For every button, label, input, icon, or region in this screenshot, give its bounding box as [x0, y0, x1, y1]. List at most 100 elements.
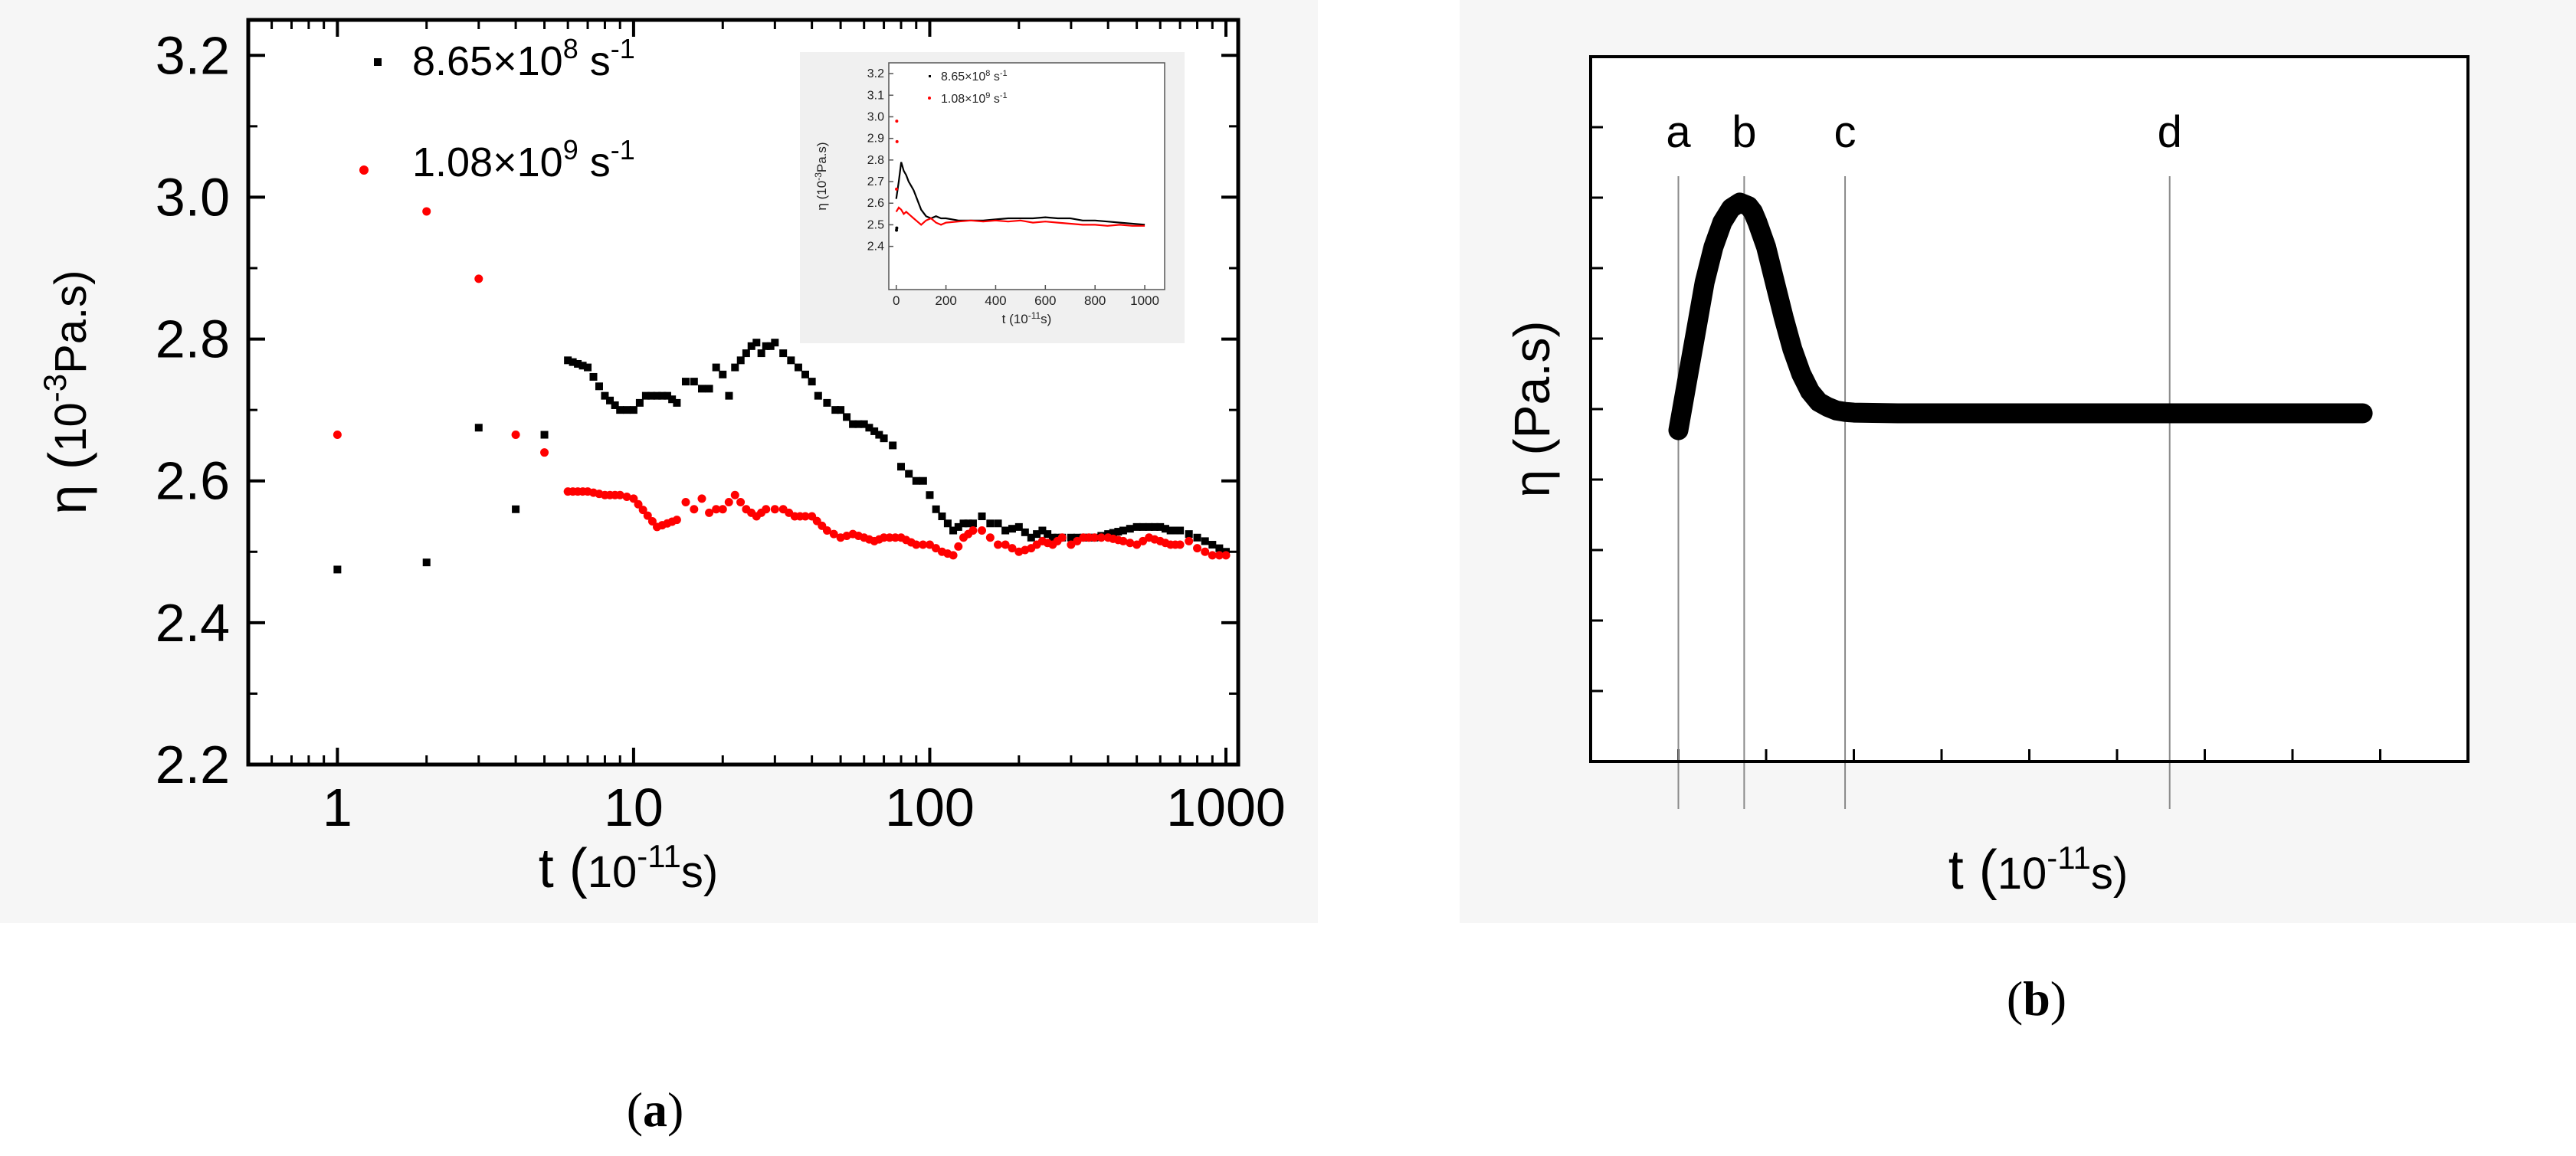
- data-point: [801, 370, 810, 378]
- data-point: [540, 448, 549, 457]
- data-point: [1132, 522, 1141, 531]
- data-point: [474, 274, 483, 283]
- data-point: [1156, 522, 1165, 531]
- data-point: [663, 391, 671, 400]
- data-point: [658, 391, 667, 400]
- data-point: [1073, 536, 1082, 545]
- data-point: [829, 529, 838, 539]
- data-point: [673, 398, 681, 407]
- legend-label-series-1: 8.65×108 s-1: [412, 33, 635, 84]
- viscosity-curve: [1668, 192, 2373, 440]
- data-point: [1038, 526, 1047, 535]
- data-point: [912, 476, 920, 485]
- data-point: [912, 540, 921, 549]
- data-point: [512, 505, 520, 513]
- inset-outlier-point: [895, 139, 899, 143]
- legend-marker-series-2: [359, 165, 369, 175]
- data-point: [854, 420, 863, 428]
- data-point: [474, 424, 483, 432]
- data-point: [1166, 526, 1175, 535]
- data-point: [757, 349, 765, 358]
- inset-y-tick-label: 3.1: [867, 89, 884, 102]
- caption-a: (a): [627, 1082, 684, 1137]
- data-point: [705, 385, 713, 393]
- data-point: [690, 378, 698, 386]
- data-point: [724, 497, 733, 506]
- data-point: [968, 526, 978, 535]
- legend-label-series-2: 1.08×109 s-1: [412, 134, 635, 185]
- data-point: [978, 526, 987, 535]
- inset-y-axis-label: η (10-3Pa.s): [813, 142, 829, 210]
- data-point: [1048, 533, 1057, 542]
- inset-series: [895, 120, 1145, 232]
- data-point: [712, 505, 721, 514]
- data-point: [1139, 536, 1148, 545]
- panel-b-frame: [1589, 55, 2469, 763]
- data-point: [569, 358, 577, 366]
- data-point: [1150, 522, 1159, 531]
- data-point: [643, 511, 652, 520]
- data-point: [919, 476, 927, 485]
- data-point: [1001, 526, 1010, 535]
- data-point: [1057, 533, 1067, 542]
- data-point: [629, 494, 638, 503]
- data-point: [1067, 533, 1075, 542]
- data-point: [634, 499, 643, 509]
- data-point: [926, 491, 934, 499]
- data-point: [771, 339, 779, 347]
- data-point: [1033, 530, 1041, 539]
- data-point: [668, 395, 677, 404]
- data-point: [787, 356, 795, 365]
- data-point: [718, 505, 727, 514]
- data-point: [736, 356, 745, 365]
- data-point: [578, 362, 587, 370]
- inset-series-1-line: [895, 162, 1145, 226]
- stage-marker-a-label: a: [1666, 107, 1691, 157]
- data-point: [705, 508, 714, 517]
- data-point: [1215, 544, 1224, 552]
- data-point: [1139, 522, 1147, 531]
- data-point: [623, 406, 631, 414]
- inset-y-tick-label: 2.9: [867, 133, 884, 146]
- data-point: [601, 391, 609, 400]
- data-point: [938, 513, 946, 520]
- data-point: [1027, 533, 1035, 542]
- inset-series-2-line: [895, 206, 1145, 227]
- data-point: [697, 494, 706, 503]
- inset-outlier-point: [895, 187, 899, 191]
- panel-a-series: [333, 207, 1231, 574]
- panel-b-y-axis-label: η (Pa.s): [1503, 320, 1560, 497]
- inset-y-tick-label: 2.8: [867, 154, 884, 167]
- data-point: [822, 526, 831, 535]
- data-point: [1067, 540, 1076, 549]
- data-point: [837, 406, 845, 414]
- data-point: [1208, 541, 1217, 549]
- panel-b-series: [1668, 192, 2373, 440]
- y-tick-label: 2.6: [156, 451, 230, 511]
- data-point: [1109, 529, 1117, 537]
- data-point: [985, 533, 995, 542]
- data-point: [870, 427, 879, 435]
- data-point: [681, 497, 690, 506]
- inset-frame: [888, 62, 1165, 290]
- data-point: [1008, 544, 1017, 553]
- x-tick-label: 1: [323, 778, 352, 837]
- data-point: [954, 542, 963, 551]
- data-point: [808, 378, 816, 386]
- inset-x-tick-label: 800: [1084, 293, 1106, 308]
- data-point: [994, 540, 1003, 549]
- data-point: [422, 207, 431, 216]
- data-point: [511, 431, 520, 440]
- x-tick-label: 1000: [1166, 778, 1286, 837]
- data-point: [333, 431, 342, 440]
- data-point: [1185, 530, 1193, 539]
- inset-tick-labels: 0 200 400 600 800 1000 2.4 2.5 2.6 2.7 2.8 2.9 3.0 3.…: [867, 67, 1159, 308]
- inset-ticks: [889, 73, 1145, 290]
- data-point: [1201, 537, 1209, 545]
- data-point: [919, 540, 928, 549]
- data-point: [574, 359, 582, 368]
- data-point: [1161, 525, 1169, 533]
- panel-a: 1 10 100 1000 2.2 2.4 2.6 2.8 3.0 3.2 8.65×108 s-…: [0, 0, 1318, 923]
